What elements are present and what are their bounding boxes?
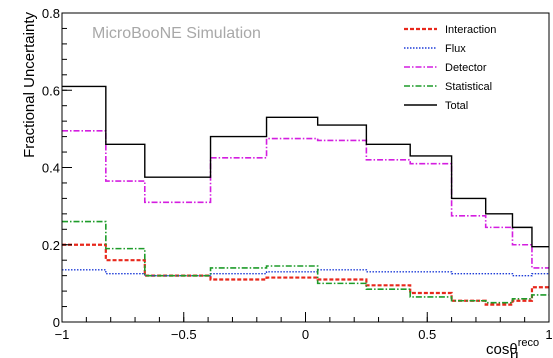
x-tick-label: 1: [545, 327, 552, 342]
x-tick-label: −0.5: [171, 327, 197, 342]
y-tick-label: 0.6: [42, 83, 60, 98]
y-tick-label: 0: [53, 315, 60, 330]
y-tick-label: 0.4: [42, 161, 60, 176]
x-axis-title-sup: reco: [518, 337, 539, 349]
ticks-layer: −1 −0.5 0 0.5 1 0 0.2 0.4 0.6 0.8: [42, 6, 553, 342]
legend-label-interaction: Interaction: [445, 24, 496, 36]
legend-label-total: Total: [445, 100, 468, 112]
x-tick-label: −1: [55, 327, 70, 342]
y-tick-label: 0.8: [42, 6, 60, 21]
chart-title: MicroBooNE Simulation: [92, 25, 261, 42]
series-layer: [62, 85, 549, 306]
y-tick-label: 0.2: [42, 238, 60, 253]
x-tick-label: 0.5: [418, 327, 436, 342]
legend-label-detector: Detector: [445, 62, 487, 74]
y-axis-title: Fractional Uncertainty: [21, 12, 38, 158]
x-axis-title-main: cosθ: [486, 341, 518, 358]
legend: Interaction Flux Detector Statistical Total: [404, 24, 496, 112]
series-line-interaction: [62, 243, 549, 306]
x-axis-title: cosθreco: [486, 337, 539, 358]
series-line-detector: [62, 130, 549, 269]
legend-label-flux: Flux: [445, 43, 466, 55]
series-line-total: [62, 85, 549, 248]
series-line-statistical: [62, 220, 549, 304]
x-tick-label: 0: [302, 327, 309, 342]
legend-label-statistical: Statistical: [445, 81, 492, 93]
x-axis-title-sub: μ: [510, 347, 519, 358]
